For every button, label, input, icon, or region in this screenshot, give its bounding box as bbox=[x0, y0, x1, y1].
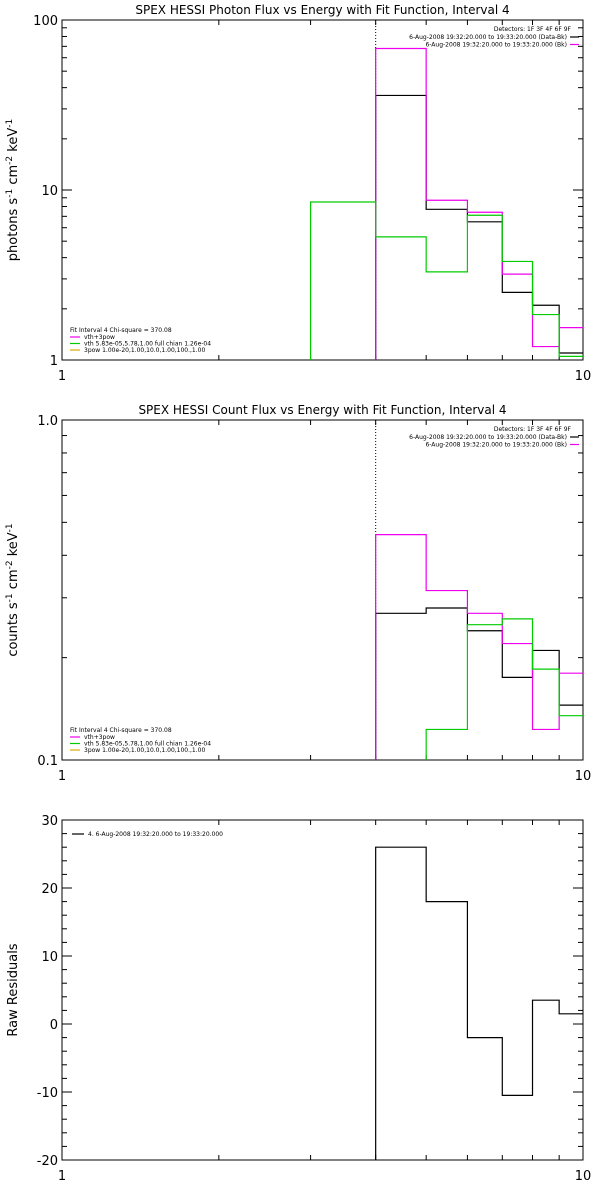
series-line-3 bbox=[309, 201, 583, 360]
legend-entry-text: 3pow 1.00e-20,1.00,10.0,1.00,100.,1.00 bbox=[84, 347, 205, 354]
plot-frame bbox=[61, 19, 584, 361]
y-tick-label: 1 bbox=[50, 354, 58, 369]
legend-entry-text: vth+3pow bbox=[84, 734, 115, 741]
y-axis-label-part: -2 bbox=[5, 560, 15, 569]
legend-entry-text: 3pow 1.00e-20,1.00,10.0,1.00,100.,1.00 bbox=[84, 747, 205, 754]
y-tick-label: 30 bbox=[41, 814, 58, 829]
y-tick-label: 10 bbox=[41, 184, 58, 199]
y-tick-label: -20 bbox=[37, 1154, 58, 1169]
y-axis-label-part: keV bbox=[6, 128, 21, 156]
chart-title: SPEX HESSI Count Flux vs Energy with Fit… bbox=[138, 403, 506, 417]
legend-entry-text: 6-Aug-2008 19:32:20.000 to 19:33:20.000 … bbox=[409, 434, 567, 441]
y-axis-label: photons s-1 cm-2 keV-1 bbox=[5, 119, 21, 261]
legend-fit-header: Fit Interval 4 Chi-square = 370.08 bbox=[70, 727, 172, 734]
x-tick-label: 1 bbox=[58, 1169, 66, 1184]
plot-frame bbox=[61, 819, 584, 1161]
chart-title: SPEX HESSI Photon Flux vs Energy with Fi… bbox=[135, 3, 509, 17]
legend-entry-text: vth 5.83e-05,5.78,1.00 full chian 1.26e-… bbox=[84, 741, 211, 748]
x-tick-label: 1 bbox=[58, 769, 66, 784]
y-axis-label-part: keV bbox=[6, 532, 21, 560]
y-tick-label: 0 bbox=[50, 1018, 58, 1033]
plot-frame bbox=[61, 419, 584, 761]
legend-detectors: Detectors: 1F 3F 4F 6F 9F bbox=[494, 26, 572, 33]
series-line-1 bbox=[375, 607, 583, 760]
series-line-3 bbox=[425, 618, 583, 760]
legend-entry-text: vth+3pow bbox=[84, 334, 115, 341]
y-tick-label: 100 bbox=[33, 14, 58, 29]
y-axis-label-part: counts s bbox=[6, 602, 21, 657]
y-axis-label-part: -1 bbox=[5, 189, 15, 198]
legend-detectors: Detectors: 1F 3F 4F 6F 9F bbox=[494, 426, 572, 433]
y-axis-label: counts s-1 cm-2 keV-1 bbox=[5, 523, 21, 656]
y-axis-label-part: -1 bbox=[5, 119, 15, 128]
x-tick-label: 10 bbox=[575, 1169, 592, 1184]
x-tick-label: 10 bbox=[575, 369, 592, 384]
series-line-1 bbox=[375, 94, 583, 360]
y-axis-label: Raw Residuals bbox=[6, 943, 21, 1036]
legend-entry-text: 6-Aug-2008 19:32:20.000 to 19:33:20.000 … bbox=[425, 42, 567, 49]
series-line-2 bbox=[375, 534, 583, 760]
series-line-1 bbox=[375, 846, 583, 1160]
chart-panel-3: 1 10 -20 -10 0 10 20 30 Raw Residuals 4. 6-Aug-20… bbox=[6, 814, 591, 1184]
x-tick-label: 1 bbox=[58, 369, 66, 384]
y-axis-label-part: -1 bbox=[5, 593, 15, 602]
y-tick-label: -10 bbox=[37, 1086, 58, 1101]
y-axis-label-part: photons s bbox=[6, 198, 21, 262]
chart-panel-1: SPEX HESSI Photon Flux vs Energy with Fi… bbox=[5, 3, 591, 384]
y-tick-label: 1.0 bbox=[37, 414, 58, 429]
y-axis-label-part: cm bbox=[6, 165, 21, 189]
legend-entry-text: vth 5.83e-05,5.78,1.00 full chian 1.26e-… bbox=[84, 341, 211, 348]
y-tick-label: 20 bbox=[41, 882, 58, 897]
y-axis-label-part: cm bbox=[6, 569, 21, 593]
x-tick-label: 10 bbox=[575, 769, 592, 784]
y-tick-label: 10 bbox=[41, 950, 58, 965]
legend-entry-text: 6-Aug-2008 19:32:20.000 to 19:33:20.000 … bbox=[409, 34, 567, 41]
legend-fit-header: Fit Interval 4 Chi-square = 370.08 bbox=[70, 327, 172, 334]
y-axis-label-part: -2 bbox=[5, 156, 15, 165]
legend-entry-text: 4. 6-Aug-2008 19:32:20.000 to 19:33:20.0… bbox=[88, 831, 223, 838]
chart-panel-2: SPEX HESSI Count Flux vs Energy with Fit… bbox=[5, 403, 591, 784]
y-tick-label: 0.1 bbox=[37, 754, 58, 769]
y-axis-label-part: -1 bbox=[5, 523, 15, 532]
legend-entry-text: 6-Aug-2008 19:32:20.000 to 19:33:20.000 … bbox=[425, 442, 567, 449]
